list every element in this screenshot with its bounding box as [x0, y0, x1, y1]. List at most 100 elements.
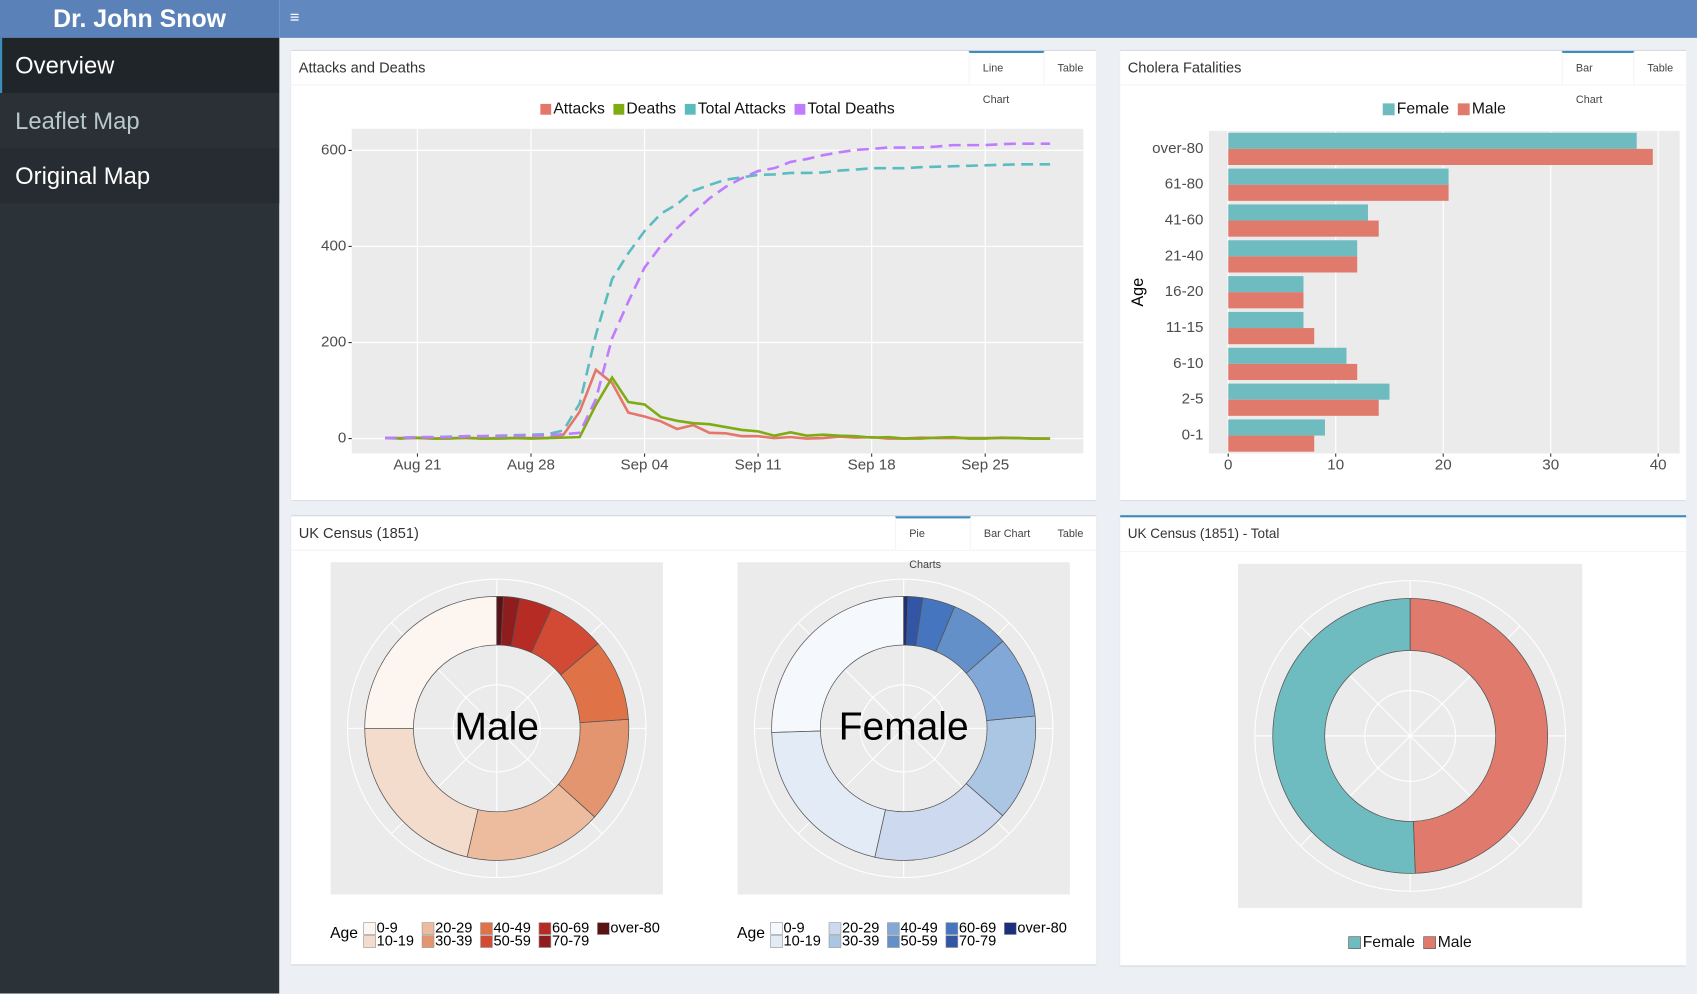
- tab[interactable]: Pie Charts: [895, 516, 971, 571]
- y-tick-label: 0-1: [1182, 427, 1204, 444]
- legend-label: 40-49: [900, 920, 937, 936]
- legend-label: Male: [1472, 100, 1506, 117]
- legend-label: Deaths: [626, 100, 676, 117]
- legend-swatch: [945, 922, 959, 935]
- bar: [1228, 168, 1449, 185]
- bar: [1228, 328, 1315, 345]
- legend-label: Female: [1363, 934, 1416, 951]
- legend: Female Male: [1382, 100, 1506, 117]
- y-tick-label: 400: [321, 237, 346, 254]
- legend-swatch: [684, 103, 696, 115]
- y-tick-label: 16-20: [1165, 283, 1204, 300]
- legend-swatch: [1004, 922, 1017, 935]
- bar: [1228, 148, 1653, 165]
- y-tick-label: 6-10: [1173, 355, 1203, 372]
- bar: [1228, 204, 1368, 221]
- chart: 0 200 400 600 Aug 21 Aug 28 Sep 04 Sep 11 Sep 18…: [321, 100, 1084, 473]
- legend-swatch: [1348, 936, 1361, 949]
- legend-swatch: [538, 935, 552, 948]
- legend-label: 30-39: [842, 933, 879, 949]
- chart: Female Male: [1238, 563, 1583, 951]
- legend-swatch: [828, 935, 842, 948]
- donut-segment: [903, 595, 909, 646]
- y-tick-label: 21-40: [1165, 247, 1204, 264]
- tab[interactable]: Bar Chart: [1561, 50, 1635, 106]
- bar: [1228, 276, 1304, 293]
- bar: [1228, 435, 1315, 452]
- donut-center-label: Male: [455, 706, 539, 749]
- bar: [1228, 347, 1347, 364]
- legend-label: 40-49: [494, 920, 531, 936]
- legend-swatch: [794, 103, 806, 115]
- legend-swatch: [421, 922, 435, 935]
- bar: [1228, 311, 1304, 329]
- y-tick-label: over-80: [1152, 140, 1203, 157]
- nav-item[interactable]: Leaflet Map: [0, 93, 280, 149]
- bar: [1228, 240, 1358, 257]
- x-tick-label: 10: [1327, 456, 1344, 473]
- tabs: Line Chart Table: [968, 50, 1097, 106]
- bar: [1228, 399, 1379, 416]
- tab[interactable]: Line Chart: [968, 50, 1045, 106]
- chart: 0 10 20 30 40 0-1 2-5 6-10 11-15 16-20 21-40 41-60 6…: [1129, 100, 1680, 473]
- tab[interactable]: Table: [1647, 62, 1674, 75]
- legend-swatch: [421, 935, 435, 948]
- legend-swatch: [945, 935, 959, 948]
- legend-label: 0-9: [784, 920, 805, 936]
- legend: Attacks Deaths Total Attacks Total Deaths: [540, 100, 895, 117]
- x-tick-label: Sep 25: [961, 456, 1009, 473]
- y-axis-title: Age: [1129, 278, 1147, 307]
- legend-label: 20-29: [842, 920, 879, 936]
- bar: [1228, 256, 1358, 273]
- donut-segment: [771, 595, 905, 733]
- y-tick-label: 61-80: [1165, 176, 1204, 193]
- panel-title: Attacks and Deaths: [298, 59, 426, 76]
- panel-header: UK Census (1851) Pie Charts Bar Chart Ta…: [291, 516, 1097, 571]
- donut-segment: [1272, 598, 1416, 874]
- tabs: Pie Charts Bar Chart Table: [895, 516, 1096, 571]
- tab[interactable]: Bar Chart: [983, 528, 1031, 541]
- nav-item[interactable]: Original Map: [0, 148, 280, 204]
- legend-swatch: [828, 922, 842, 935]
- x-tick-label: Aug 21: [393, 456, 441, 473]
- tab[interactable]: Table: [1057, 528, 1084, 541]
- legend-swatch: [363, 922, 376, 935]
- plot-background: [351, 128, 1084, 454]
- legend-swatch: [1423, 936, 1436, 949]
- legend-label: Total Attacks: [698, 100, 786, 117]
- legend-label: 60-69: [552, 920, 589, 936]
- legend-label: 0-9: [377, 920, 398, 936]
- legend-label: over-80: [1017, 920, 1067, 936]
- bar: [1228, 220, 1379, 237]
- x-tick-label: Sep 18: [848, 456, 896, 473]
- x-tick-label: 0: [1224, 456, 1232, 473]
- panel-header: UK Census (1851) - Total: [1120, 517, 1687, 552]
- x-tick-label: Sep 11: [735, 456, 782, 473]
- y-tick-label: 41-60: [1165, 212, 1204, 229]
- legend-swatch: [480, 935, 493, 948]
- legend-label: Female: [1397, 100, 1450, 117]
- bar: [1228, 132, 1637, 149]
- panel: 0 10 20 30 40 0-1 2-5 6-10 11-15 16-20 21-40 41-60 6…: [1120, 49, 1687, 501]
- legend-label: 50-59: [900, 933, 937, 949]
- panel: Female Male UK Census (1851) - Total: [1120, 515, 1687, 966]
- y-tick-label: 2-5: [1182, 391, 1204, 408]
- tab[interactable]: Table: [1057, 62, 1084, 75]
- legend-label: Attacks: [553, 100, 605, 117]
- legend-swatch: [1457, 103, 1470, 116]
- legend-title: Age: [330, 925, 358, 942]
- legend-swatch: [363, 935, 376, 948]
- bar: [1228, 292, 1304, 309]
- y-tick-label: 600: [321, 141, 346, 158]
- panel-header: Cholera Fatalities Bar Chart Table: [1120, 50, 1687, 106]
- logo[interactable]: Dr. John Snow: [0, 0, 280, 38]
- menu-toggle[interactable]: ≡: [290, 8, 300, 28]
- nav-item[interactable]: Overview: [0, 37, 280, 94]
- legend-label: Total Deaths: [808, 100, 895, 117]
- legend-swatch: [1382, 103, 1395, 116]
- legend-swatch: [887, 935, 900, 948]
- legend-swatch: [887, 922, 900, 935]
